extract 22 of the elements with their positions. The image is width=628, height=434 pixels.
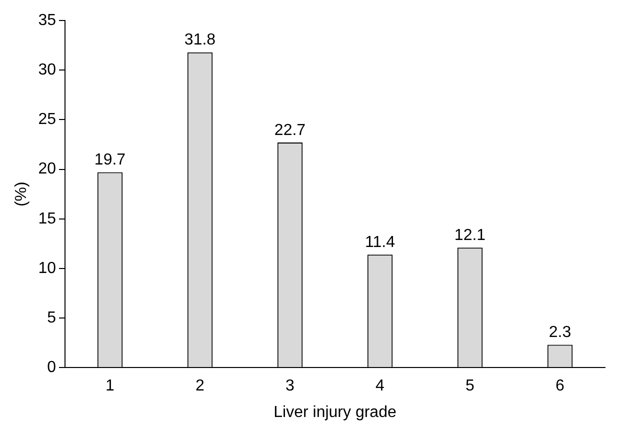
x-axis-title: Liver injury grade bbox=[274, 404, 396, 421]
x-tick-label: 2 bbox=[196, 378, 205, 395]
y-tick-label: 30 bbox=[38, 62, 56, 79]
x-tick-label: 6 bbox=[556, 378, 565, 395]
x-tick-label: 4 bbox=[376, 378, 385, 395]
y-tick-label: 10 bbox=[38, 260, 56, 277]
x-tick-label: 5 bbox=[466, 378, 475, 395]
data-label: 2.3 bbox=[548, 324, 572, 342]
data-label: 12.1 bbox=[454, 227, 486, 244]
data-label: 31.8 bbox=[184, 32, 216, 49]
x-tick-label: 1 bbox=[106, 378, 115, 395]
y-tick-label: 5 bbox=[47, 309, 56, 326]
y-axis-title: (%) bbox=[13, 182, 30, 207]
data-label: 19.7 bbox=[94, 152, 126, 169]
x-tick-label: 3 bbox=[286, 378, 295, 395]
data-label: 11.4 bbox=[365, 234, 396, 251]
y-tick-label: 35 bbox=[38, 12, 56, 30]
y-tick-label: 15 bbox=[38, 210, 56, 228]
y-tick-label: 20 bbox=[38, 160, 56, 178]
y-tick-label: 0 bbox=[47, 359, 56, 376]
data-label: 22.7 bbox=[274, 122, 306, 139]
y-tick-label: 25 bbox=[38, 111, 56, 128]
